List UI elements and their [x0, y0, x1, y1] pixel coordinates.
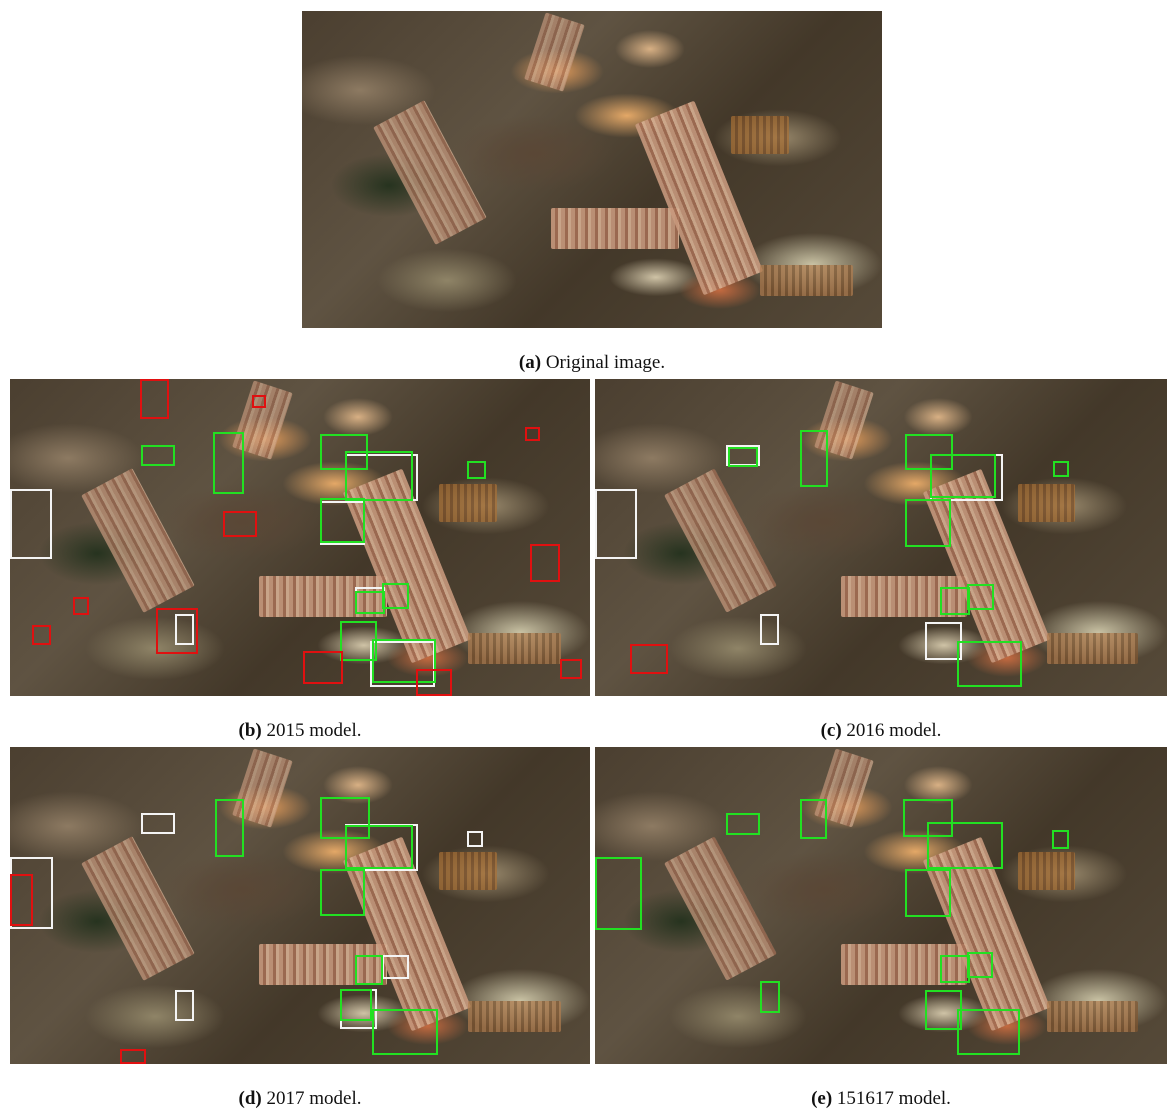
detection-box-false [156, 608, 198, 654]
detection-box-false [10, 874, 33, 926]
detection-box-false [530, 544, 560, 582]
detection-box-false [32, 625, 51, 645]
ground-truth-box [175, 990, 194, 1021]
detection-box-correct [957, 1009, 1020, 1055]
ground-truth-box [467, 831, 483, 847]
ground-truth-box [595, 489, 637, 559]
detection-box-correct [355, 955, 383, 985]
ground-truth-box [760, 614, 779, 645]
detection-box-correct [467, 461, 486, 479]
detection-box-correct [1053, 461, 1069, 477]
waste-image [10, 379, 590, 696]
detection-box-false [223, 511, 257, 537]
waste-image [302, 11, 882, 328]
caption-c: (c) 2016 model. [820, 720, 942, 741]
panel-2016-model [595, 379, 1167, 696]
detection-box-correct [957, 641, 1022, 687]
detection-box-correct [800, 799, 827, 839]
detection-box-correct [382, 583, 409, 609]
detection-box-false [252, 395, 266, 408]
caption-b: (b) 2015 model. [238, 720, 362, 741]
detection-box-correct [726, 813, 760, 835]
detection-box-correct [905, 434, 953, 470]
detection-box-correct [372, 639, 436, 683]
detection-box-correct [905, 869, 951, 917]
detection-box-correct [215, 799, 244, 857]
detection-box-correct [927, 822, 1003, 869]
ground-truth-box [382, 955, 409, 979]
detection-box-correct [940, 587, 970, 615]
detection-box-false [416, 669, 452, 696]
detection-box-correct [905, 499, 951, 547]
detection-box-false [140, 379, 169, 419]
detection-box-correct [355, 591, 385, 614]
detection-box-correct [760, 981, 780, 1013]
detection-box-correct [1052, 830, 1069, 849]
detection-box-correct [595, 857, 642, 930]
detection-box-correct [967, 584, 994, 610]
detection-box-correct [320, 498, 365, 543]
panel-2015-model [10, 379, 590, 696]
detection-box-correct [728, 447, 758, 467]
detection-box-false [525, 427, 540, 441]
detection-box-correct [320, 869, 365, 916]
detection-box-correct [930, 454, 996, 498]
detection-box-correct [213, 432, 244, 494]
detection-box-correct [372, 1009, 438, 1055]
detection-box-false [560, 659, 582, 679]
detection-box-correct [345, 825, 413, 869]
panel-2017-model [10, 747, 590, 1064]
ground-truth-box [175, 614, 194, 645]
detection-box-false [630, 644, 668, 674]
detection-box-correct [141, 445, 175, 466]
ground-truth-box [10, 489, 52, 559]
panel-151617-model [595, 747, 1167, 1064]
caption-d: (d) 2017 model. [238, 1088, 362, 1109]
detection-box-false [303, 651, 343, 684]
detection-box-correct [340, 989, 372, 1021]
panel-original [302, 11, 882, 328]
detection-box-correct [345, 451, 413, 501]
detection-box-false [73, 597, 89, 615]
detection-box-false [120, 1049, 146, 1064]
detection-box-correct [340, 621, 377, 661]
waste-image [595, 379, 1167, 696]
detection-box-correct [940, 955, 970, 983]
ground-truth-box [141, 813, 175, 834]
caption-e: (e) 151617 model. [811, 1088, 951, 1109]
detection-box-correct [967, 952, 993, 978]
waste-image [10, 747, 590, 1064]
detection-box-correct [800, 430, 828, 487]
caption-a: (a) Original image. [518, 352, 666, 373]
waste-image [595, 747, 1167, 1064]
